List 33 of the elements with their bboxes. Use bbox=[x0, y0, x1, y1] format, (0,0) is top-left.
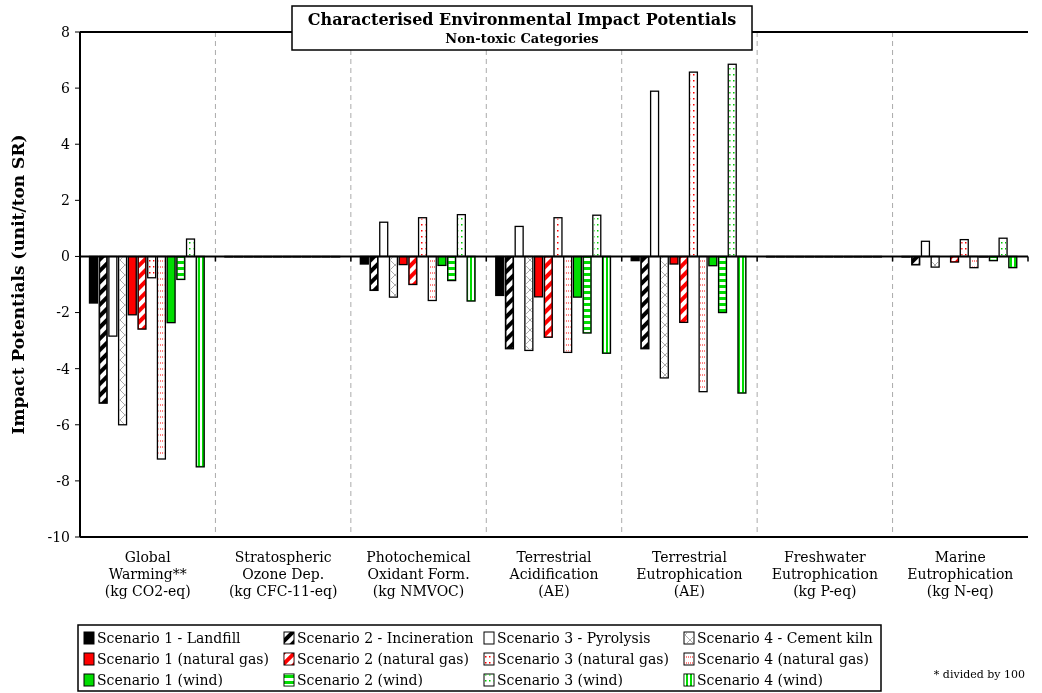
y-tick-label: -4 bbox=[56, 360, 71, 377]
y-tick-label: 8 bbox=[61, 23, 70, 40]
y-tick-label: 0 bbox=[61, 248, 70, 265]
y-axis-title: Impact Potentials (unit/ton SR) bbox=[8, 134, 28, 435]
y-tick-label: 4 bbox=[61, 136, 71, 153]
legend-label: Scenario 2 (natural gas) bbox=[297, 651, 469, 667]
y-tick-label: -10 bbox=[47, 528, 70, 545]
x-tick-label: Freshwater Eutrophication (kg P-eq) bbox=[771, 549, 878, 599]
y-tick-label: -8 bbox=[56, 472, 70, 489]
legend-label: Scenario 1 (natural gas) bbox=[97, 651, 269, 667]
chart-title: Characterised Environmental Impact Potentials bbox=[307, 10, 737, 29]
legend-label: Scenario 1 (wind) bbox=[97, 672, 223, 688]
legend-label: Scenario 3 (wind) bbox=[497, 672, 623, 688]
chart-subtitle: Non-toxic Categories bbox=[445, 31, 599, 46]
y-tick-label: -6 bbox=[56, 416, 71, 433]
legend-label: Scenario 1 - Landfill bbox=[97, 630, 242, 646]
legend-label: Scenario 4 (natural gas) bbox=[697, 651, 869, 667]
x-tick-label: Photochemical Oxidant Form. (kg NMVOC) bbox=[366, 549, 472, 599]
x-tick-label: Stratospheric Ozone Dep. (kg CFC-11-eq) bbox=[228, 549, 338, 599]
legend-label: Scenario 2 - Incineration bbox=[297, 630, 474, 646]
legend-label: Scenario 4 (wind) bbox=[697, 672, 823, 688]
y-tick-label: 6 bbox=[61, 80, 71, 97]
x-tick-label: Marine Eutrophication (kg N-eq) bbox=[907, 549, 1014, 599]
x-tick-label: Terrestrial Eutrophication (AE) bbox=[636, 549, 743, 599]
y-tick-label: 2 bbox=[61, 192, 70, 209]
legend-label: Scenario 2 (wind) bbox=[297, 672, 423, 688]
text: * divided by 100 bbox=[933, 668, 1025, 681]
x-tick-label: Terrestrial Acidification (AE) bbox=[508, 549, 599, 599]
legend-label: Scenario 3 - Pyrolysis bbox=[497, 630, 651, 646]
legend-label: Scenario 3 (natural gas) bbox=[497, 651, 669, 667]
legend-label: Scenario 4 - Cement kiln bbox=[697, 630, 873, 646]
y-tick-label: -2 bbox=[56, 304, 70, 321]
x-tick-label: Global Warming** (kg CO2-eq) bbox=[104, 549, 191, 599]
